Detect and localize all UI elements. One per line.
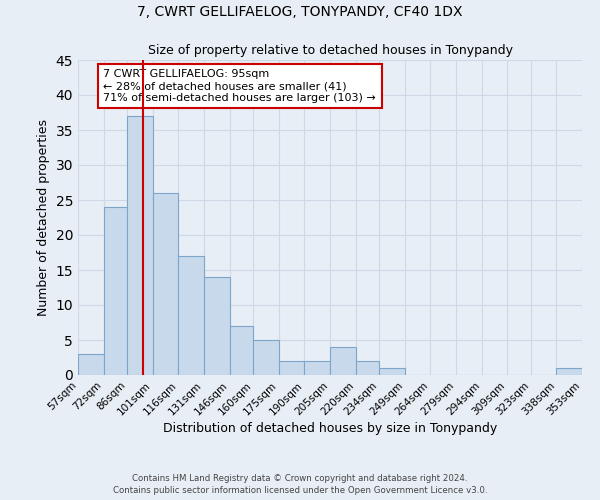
Text: 7, CWRT GELLIFAELOG, TONYPANDY, CF40 1DX: 7, CWRT GELLIFAELOG, TONYPANDY, CF40 1DX [137,5,463,19]
Bar [356,361,379,375]
Bar [279,361,304,375]
Bar [330,347,356,375]
Bar [556,368,582,375]
Text: Contains HM Land Registry data © Crown copyright and database right 2024.
Contai: Contains HM Land Registry data © Crown c… [113,474,487,495]
Bar [204,277,230,375]
X-axis label: Distribution of detached houses by size in Tonypandy: Distribution of detached houses by size … [163,422,497,436]
Bar [379,368,405,375]
Title: Size of property relative to detached houses in Tonypandy: Size of property relative to detached ho… [148,44,512,58]
Bar [253,340,279,375]
Bar [127,116,153,375]
Bar [153,193,178,375]
Bar [78,354,104,375]
Bar [104,207,127,375]
Text: 7 CWRT GELLIFAELOG: 95sqm
← 28% of detached houses are smaller (41)
71% of semi-: 7 CWRT GELLIFAELOG: 95sqm ← 28% of detac… [103,70,376,102]
Bar [230,326,253,375]
Y-axis label: Number of detached properties: Number of detached properties [37,119,50,316]
Bar [304,361,330,375]
Bar [178,256,204,375]
